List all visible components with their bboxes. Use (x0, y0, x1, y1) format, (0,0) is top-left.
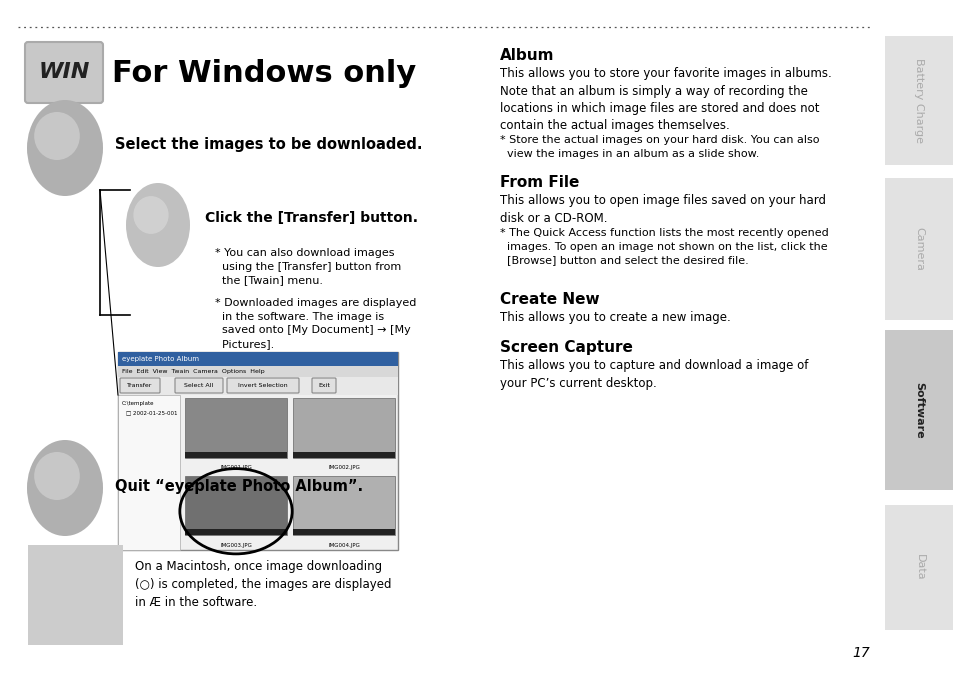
Bar (118, 352, 397, 550)
Ellipse shape (27, 100, 103, 196)
FancyBboxPatch shape (312, 378, 335, 393)
FancyBboxPatch shape (120, 378, 160, 393)
Text: Album: Album (499, 48, 554, 63)
Text: * You can also download images
  using the [Transfer] button from
  the [Twain] : * You can also download images using the… (214, 248, 401, 285)
FancyBboxPatch shape (174, 378, 223, 393)
Text: For Windows only: For Windows only (112, 58, 416, 87)
Bar (185, 529, 287, 535)
Text: Create New: Create New (499, 292, 599, 307)
Text: File  Edit  View  Twain  Camera  Options  Help: File Edit View Twain Camera Options Help (122, 369, 264, 374)
Ellipse shape (126, 183, 190, 267)
Bar (884, 330, 953, 490)
Text: C:\template: C:\template (122, 401, 154, 406)
Text: IMG002.JPG: IMG002.JPG (328, 465, 359, 470)
Text: On a Macintosh, once image downloading
(○) is completed, the images are displaye: On a Macintosh, once image downloading (… (135, 560, 391, 609)
Text: Battery Charge: Battery Charge (914, 58, 923, 143)
Text: Select All: Select All (184, 383, 213, 388)
Text: Invert Selection: Invert Selection (238, 383, 288, 388)
Bar (293, 475, 395, 535)
Bar (293, 529, 395, 535)
Text: □ 2002-01-25-001: □ 2002-01-25-001 (126, 410, 177, 416)
Ellipse shape (34, 452, 80, 500)
Text: 17: 17 (851, 646, 869, 660)
Text: Select the images to be downloaded.: Select the images to be downloaded. (115, 137, 422, 152)
Text: IMG003.JPG: IMG003.JPG (220, 542, 252, 548)
Text: * Downloaded images are displayed
  in the software. The image is
  saved onto [: * Downloaded images are displayed in the… (214, 298, 416, 349)
Text: WIN: WIN (38, 62, 90, 83)
Bar (293, 452, 395, 458)
Bar (884, 178, 953, 320)
Ellipse shape (34, 112, 80, 160)
Text: Transfer: Transfer (127, 383, 152, 388)
Ellipse shape (133, 196, 169, 234)
Bar (118, 377, 397, 395)
Text: This allows you to create a new image.: This allows you to create a new image. (499, 311, 730, 324)
Bar (185, 452, 287, 458)
Text: This allows you to store your favorite images in albums.
Note that an album is s: This allows you to store your favorite i… (499, 67, 831, 133)
Text: This allows you to capture and download a image of
your PC’s current desktop.: This allows you to capture and download … (499, 359, 807, 389)
Bar (884, 505, 953, 630)
FancyBboxPatch shape (227, 378, 298, 393)
Text: * The Quick Access function lists the most recently opened
  images. To open an : * The Quick Access function lists the mo… (499, 228, 828, 265)
Bar (884, 36, 953, 165)
Text: IMG001.JPG: IMG001.JPG (220, 465, 252, 470)
Bar (185, 398, 287, 458)
Text: Exit: Exit (317, 383, 330, 388)
FancyBboxPatch shape (25, 42, 103, 103)
Text: Software: Software (914, 382, 923, 438)
Text: Quit “eyeplate Photo Album”.: Quit “eyeplate Photo Album”. (115, 479, 363, 494)
Bar (293, 398, 395, 458)
Text: Screen Capture: Screen Capture (499, 340, 632, 355)
Text: IMG004.JPG: IMG004.JPG (328, 542, 359, 548)
Text: Camera: Camera (914, 227, 923, 271)
Bar (28, 545, 123, 645)
Text: From File: From File (499, 175, 578, 190)
Text: Click the [Transfer] button.: Click the [Transfer] button. (205, 211, 417, 225)
Bar (118, 352, 397, 366)
Ellipse shape (27, 440, 103, 536)
Text: Data: Data (914, 554, 923, 581)
Text: This allows you to open image files saved on your hard
disk or a CD-ROM.: This allows you to open image files save… (499, 194, 825, 225)
Bar (118, 366, 397, 377)
Text: eyeplate Photo Album: eyeplate Photo Album (122, 356, 199, 362)
Bar (185, 475, 287, 535)
Bar (118, 395, 180, 550)
Text: * Store the actual images on your hard disk. You can also
  view the images in a: * Store the actual images on your hard d… (499, 135, 819, 158)
